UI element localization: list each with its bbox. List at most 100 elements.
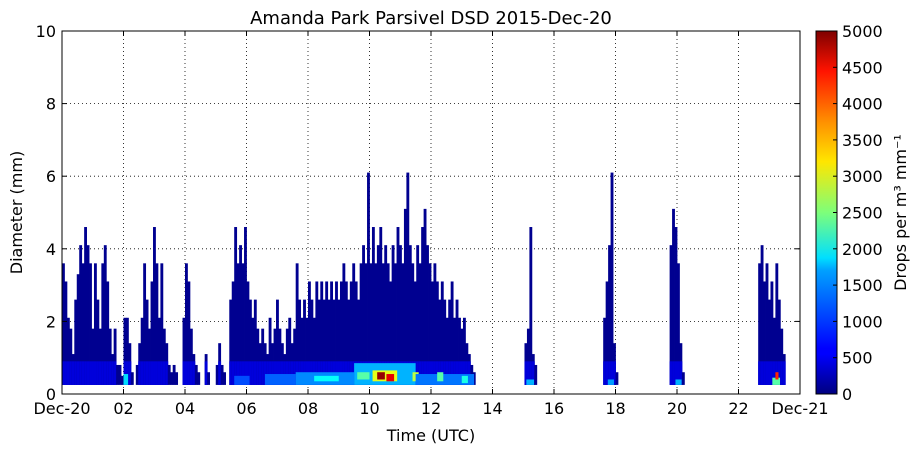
dsd-column-base <box>69 361 73 385</box>
dsd-column <box>312 317 316 385</box>
dsd-column <box>677 263 680 385</box>
dsd-column-base <box>246 361 250 385</box>
dsd-column <box>330 281 333 385</box>
dsd-hot-cell <box>314 375 339 382</box>
dsd-column <box>251 317 255 385</box>
dsd-column <box>229 299 233 385</box>
dsd-column <box>403 208 407 385</box>
dsd-column-base <box>777 361 781 385</box>
dsd-hot-cell <box>234 375 250 385</box>
dsd-column <box>369 263 373 385</box>
dsd-column <box>610 172 614 385</box>
x-tick-label: 06 <box>236 399 256 418</box>
dsd-column-base <box>674 361 678 385</box>
dsd-column-base <box>288 361 292 385</box>
dsd-column-base <box>79 361 83 385</box>
dsd-column <box>86 245 90 385</box>
dsd-column <box>157 317 161 385</box>
dsd-column <box>170 372 174 385</box>
dsd-column <box>194 364 198 385</box>
dsd-column-base <box>290 361 294 385</box>
x-tick-label: 10 <box>359 399 379 418</box>
dsd-column <box>349 281 353 385</box>
dsd-column-base <box>89 361 92 385</box>
dsd-column <box>462 317 466 385</box>
dsd-column-base <box>145 361 149 385</box>
dsd-column <box>342 263 346 385</box>
dsd-column-base <box>96 361 100 385</box>
x-tick-label: 12 <box>421 399 441 418</box>
dsd-column-base <box>266 361 270 385</box>
dsd-column <box>135 364 139 385</box>
colorbar-tick-label: 1500 <box>842 276 883 295</box>
dsd-column-base <box>782 361 786 385</box>
dsd-column <box>79 245 83 385</box>
dsd-column-base <box>271 361 274 385</box>
dsd-column-base <box>165 361 169 385</box>
dsd-column <box>411 263 415 385</box>
dsd-column <box>244 227 247 385</box>
dsd-column <box>760 245 764 385</box>
dsd-column <box>332 299 336 385</box>
dsd-column <box>215 364 219 385</box>
dsd-column-base <box>448 361 452 385</box>
dsd-column <box>268 317 272 385</box>
dsd-column <box>413 281 417 385</box>
dsd-column <box>113 328 117 385</box>
dsd-column-base <box>280 361 284 385</box>
dsd-column <box>315 281 319 385</box>
dsd-column-base <box>153 361 156 385</box>
dsd-column <box>234 227 238 385</box>
dsd-column <box>529 227 533 385</box>
dsd-column <box>293 328 297 385</box>
colorbar-tick-label: 2500 <box>842 204 883 223</box>
dsd-column <box>148 328 151 385</box>
y-tick-label: 8 <box>46 95 56 114</box>
x-axis-ticks: Dec-20 02 04 06 08 10 12 14 16 18 20 22 Dec-21 <box>33 31 829 418</box>
dsd-column-base <box>251 361 255 385</box>
x-tick-label: 04 <box>175 399 195 418</box>
dsd-column-base <box>236 361 240 385</box>
dsd-column <box>394 263 397 385</box>
dsd-column <box>322 299 326 385</box>
dsd-column <box>300 317 304 385</box>
dsd-column <box>438 299 442 385</box>
dsd-column-base <box>458 361 461 385</box>
dsd-column <box>66 317 70 385</box>
dsd-column <box>364 263 368 385</box>
dsd-column <box>153 227 156 385</box>
dsd-column <box>278 328 282 385</box>
dsd-column <box>172 364 176 385</box>
colorbar-tick-label: 3000 <box>842 167 883 186</box>
dsd-column <box>116 364 119 385</box>
dsd-column-base <box>160 361 164 385</box>
dsd-column <box>418 263 422 385</box>
dsd-column <box>317 299 321 385</box>
dsd-hot-cell <box>412 372 419 382</box>
x-tick-label: Dec-20 <box>33 399 90 418</box>
dsd-column-base <box>608 361 611 385</box>
colorbar-tick-label: 4000 <box>842 95 883 114</box>
dsd-column <box>770 281 774 385</box>
dsd-column <box>347 299 351 385</box>
dsd-column-base <box>524 361 528 385</box>
x-tick-label: 14 <box>482 399 502 418</box>
dsd-column <box>357 299 361 385</box>
dsd-column <box>185 263 188 385</box>
dsd-column-base <box>244 361 247 385</box>
dsd-column-base <box>189 361 193 385</box>
dsd-column-base <box>66 361 70 385</box>
dsd-column <box>603 317 607 385</box>
dsd-column-base <box>76 361 80 385</box>
dsd-column-base <box>758 361 762 385</box>
dsd-column <box>605 281 609 385</box>
dsd-column-base <box>443 361 447 385</box>
dsd-column-base <box>453 361 456 385</box>
dsd-column <box>150 281 154 385</box>
dsd-hot-cell <box>607 379 614 385</box>
dsd-column-base <box>234 361 238 385</box>
y-axis-ticks: 0 2 4 6 8 10 <box>36 22 800 404</box>
dsd-column-base <box>529 361 533 385</box>
dsd-column-base <box>763 361 766 385</box>
